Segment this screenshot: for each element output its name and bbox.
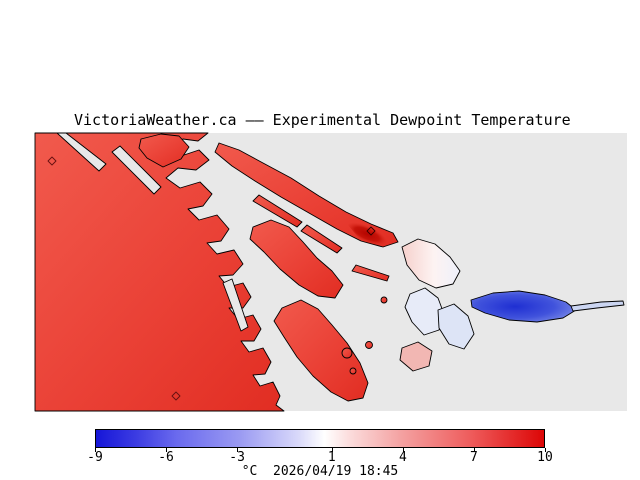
- colorbar-tick-label: 10: [537, 450, 553, 465]
- inlet-channel: [111, 145, 162, 195]
- station-marker: [366, 226, 376, 236]
- islet: [380, 296, 388, 304]
- narrow-island: [252, 194, 303, 228]
- pale-blue-island-west: [404, 287, 445, 336]
- colorbar-tick-mark: [545, 448, 546, 452]
- colorbar-tick-label: -3: [229, 450, 245, 465]
- colorbar-tick-label: -9: [87, 450, 103, 465]
- map-title: VictoriaWeather.ca —— Experimental Dewpo…: [74, 111, 571, 129]
- colorbar-tick-mark: [331, 448, 333, 452]
- pink-island: [399, 341, 433, 372]
- vancouver-island-landmass: [34, 132, 285, 412]
- colorbar-tick-label: 7: [470, 450, 478, 465]
- north-island: [138, 133, 190, 168]
- station-marker: [171, 391, 181, 401]
- islet: [349, 367, 357, 375]
- cold-blue-landmass: [470, 290, 577, 323]
- middle-island: [249, 219, 344, 299]
- warm-anomaly-spot: [346, 222, 388, 246]
- colorbar-tick-mark: [237, 448, 239, 452]
- colorbar-tick-mark: [402, 448, 404, 452]
- coastline-sliver-east: [570, 300, 625, 312]
- pale-blue-island-east: [437, 303, 475, 350]
- colorbar-tick-label: 4: [398, 450, 407, 465]
- pale-island-north: [401, 238, 461, 289]
- islet: [365, 341, 373, 349]
- colorbar-tick-label: -6: [158, 450, 174, 465]
- lower-island: [273, 299, 369, 402]
- inlet-channel: [222, 278, 249, 332]
- islet: [341, 347, 353, 359]
- islet-sliver: [351, 264, 390, 282]
- colorbar-tick-label: 1: [327, 450, 336, 465]
- colorbar-tick-mark: [95, 448, 96, 452]
- gulf-islands-chain: [214, 142, 399, 248]
- colorbar-gradient: [95, 429, 545, 448]
- colorbar-ticks: -9 -6 -3 1 4 7 10: [87, 448, 553, 478]
- narrow-island: [300, 224, 343, 254]
- colorbar-caption: °C 2026/04/19 18:45: [241, 464, 399, 479]
- colorbar-tick-mark: [473, 448, 475, 452]
- inlet-channel: [56, 132, 107, 172]
- station-marker: [47, 156, 57, 166]
- colorbar-tick-mark: [166, 448, 168, 452]
